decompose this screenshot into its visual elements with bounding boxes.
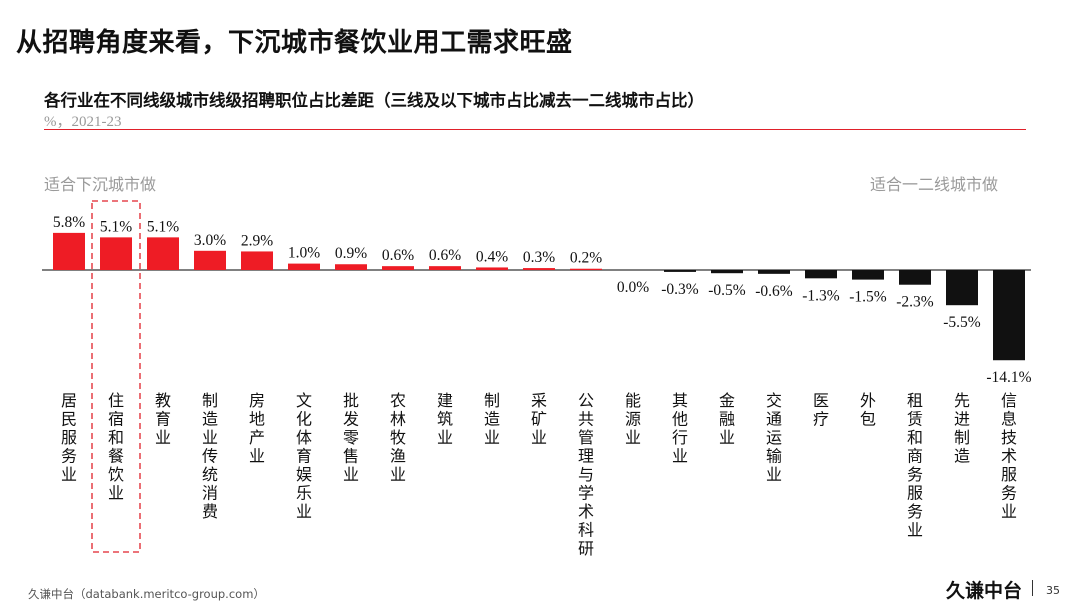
- bar: [429, 266, 461, 270]
- bar: [241, 251, 273, 270]
- data-label: 0.3%: [523, 249, 555, 266]
- page-number: 35: [1046, 584, 1060, 597]
- category-label: 住宿和餐饮业: [108, 391, 124, 503]
- bar: [53, 232, 85, 270]
- title-divider: [44, 129, 1026, 130]
- highlight-box: [91, 200, 141, 553]
- bar: [852, 270, 884, 280]
- data-label: -1.3%: [802, 287, 840, 304]
- bar: [194, 250, 226, 270]
- bar: [100, 237, 132, 270]
- bar: [711, 270, 743, 274]
- data-label: 5.1%: [147, 218, 179, 235]
- data-label: 5.1%: [100, 218, 132, 235]
- bar: [523, 268, 555, 270]
- category-label: 金融业: [719, 391, 735, 447]
- bar: [758, 270, 790, 274]
- page-title: 从招聘角度来看，下沉城市餐饮业用工需求旺盛: [16, 28, 573, 58]
- chart-subtitle: %，2021-23: [44, 114, 122, 130]
- data-label: 0.6%: [429, 247, 461, 264]
- bar: [993, 270, 1025, 361]
- category-label: 制造业传统消费: [202, 391, 218, 521]
- data-label: 1.0%: [288, 245, 320, 262]
- data-label: 2.9%: [241, 232, 273, 249]
- category-label: 采矿业: [531, 391, 547, 447]
- annotation-left: 适合下沉城市做: [44, 175, 157, 194]
- bar: [147, 237, 179, 270]
- category-label: 文化体育娱乐业: [296, 391, 312, 521]
- brand-logo: 久谦中台: [946, 580, 1023, 602]
- category-label: 居民服务业: [61, 391, 77, 484]
- category-label: 外包: [860, 391, 876, 429]
- footer-source: 久谦中台（databank.meritco-group.com）: [28, 587, 265, 601]
- category-label: 先进制造: [954, 391, 970, 466]
- bar: [570, 268, 602, 270]
- category-label: 批发零售业: [343, 391, 359, 484]
- bar: [946, 270, 978, 306]
- annotation-right: 适合一二线城市做: [869, 175, 998, 194]
- data-label: 0.6%: [382, 247, 414, 264]
- category-label: 能源业: [625, 391, 641, 447]
- bar: [476, 267, 508, 270]
- category-label: 建筑业: [437, 391, 453, 447]
- data-label: -2.3%: [896, 294, 934, 311]
- data-label: -1.5%: [849, 289, 887, 306]
- data-label: 0.4%: [476, 248, 508, 265]
- category-label: 医疗: [813, 391, 829, 429]
- chart-title: 各行业在不同线级城市线级招聘职位占比差距（三线及以下城市占比减去一二线城市占比）: [44, 91, 704, 110]
- data-label: -0.3%: [661, 281, 699, 298]
- data-label: -0.6%: [755, 283, 793, 300]
- bar: [382, 266, 414, 270]
- category-label: 公共管理与学术科研: [578, 391, 594, 558]
- category-label: 制造业: [484, 391, 500, 447]
- category-label: 房地产业: [249, 391, 265, 466]
- data-label: -0.5%: [708, 282, 746, 299]
- data-label: 5.8%: [53, 214, 85, 231]
- data-label: 3.0%: [194, 232, 226, 249]
- bar: [899, 270, 931, 285]
- data-label: -14.1%: [986, 369, 1031, 386]
- bar: [664, 270, 696, 272]
- bar: [288, 263, 320, 270]
- category-label: 其他行业: [672, 391, 688, 466]
- data-label: 0.9%: [335, 245, 367, 262]
- footer-divider: [1032, 580, 1033, 596]
- category-label: 交通运输业: [766, 391, 782, 484]
- category-label: 教育业: [155, 391, 171, 447]
- bar-chart: 5.8% 居民服务业 5.1% 住宿和餐饮业 5.1% 教育业 3.0% 制造业传统消费 2.9…: [42, 200, 1032, 558]
- data-label: 0.0%: [617, 279, 649, 296]
- category-label: 信息技术服务业: [1001, 391, 1017, 521]
- category-label: 农林牧渔业: [390, 391, 406, 484]
- data-label: 0.2%: [570, 250, 602, 267]
- bar: [805, 270, 837, 279]
- data-label: -5.5%: [943, 314, 981, 331]
- category-label: 租赁和商务服务业: [907, 391, 923, 540]
- bar: [335, 264, 367, 270]
